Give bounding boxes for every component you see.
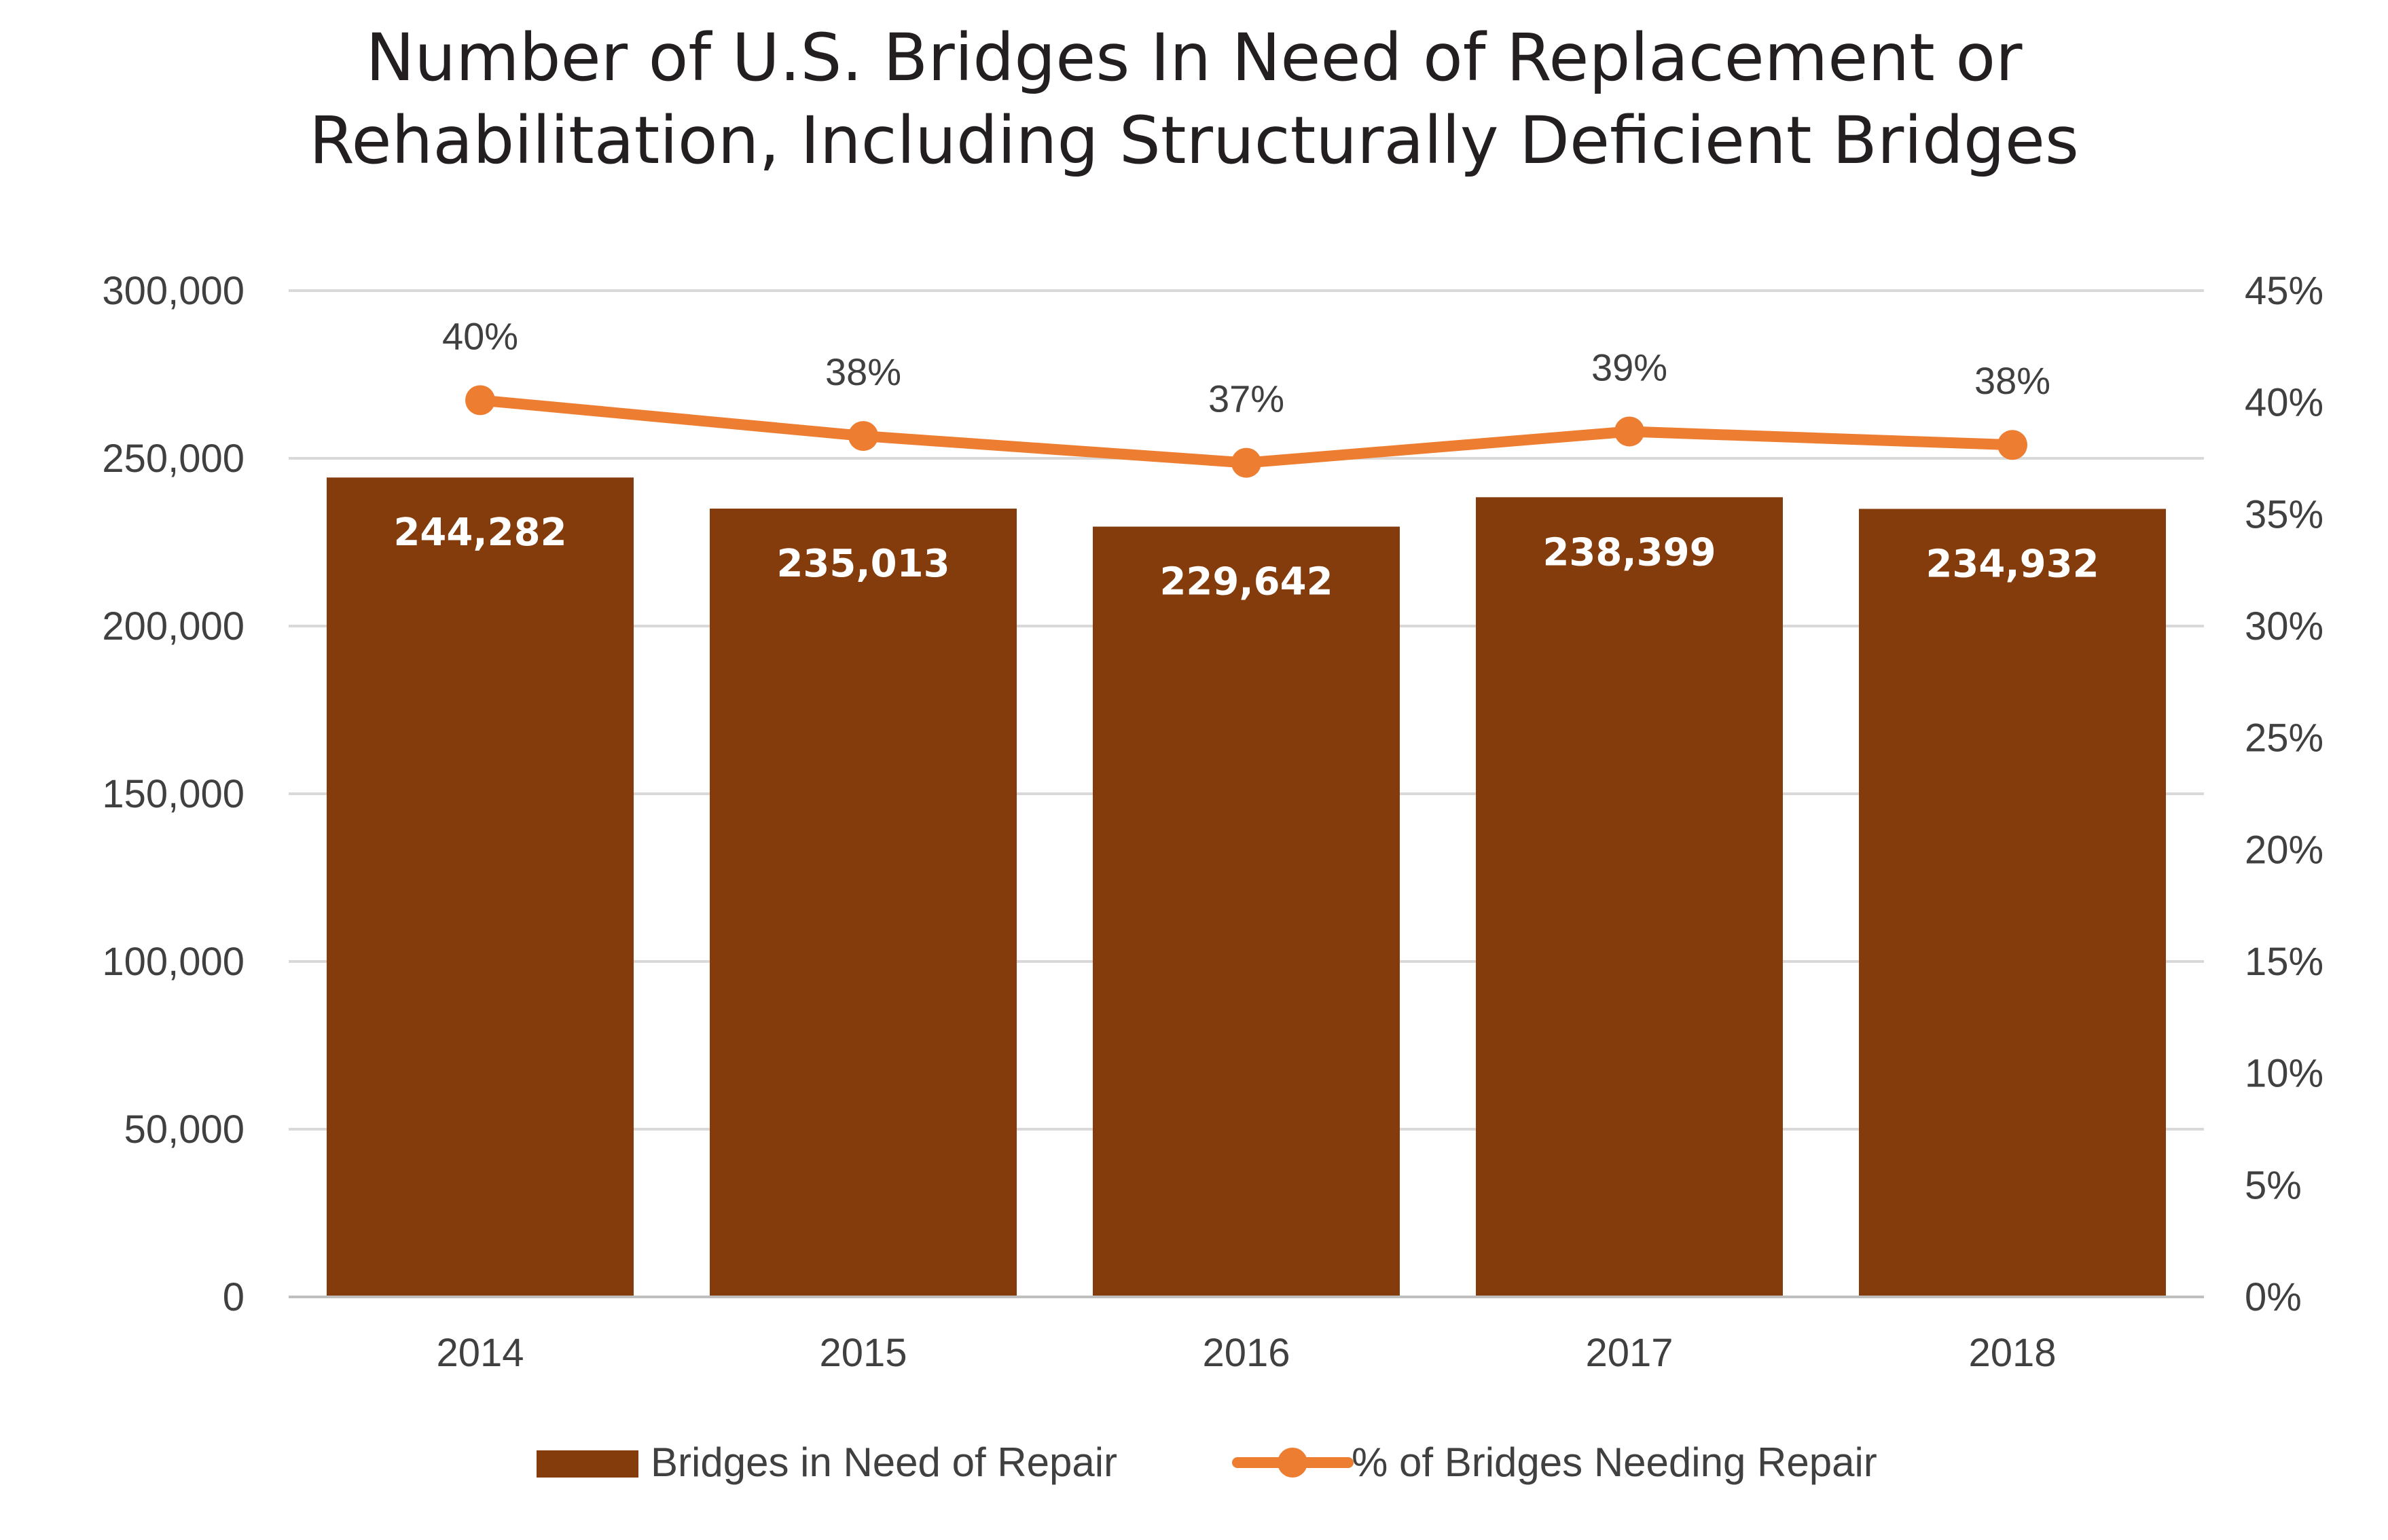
left-axis-tick-label: 100,000 bbox=[102, 940, 245, 984]
right-axis-tick-label: 35% bbox=[2245, 492, 2323, 536]
chart-title-line-2: Rehabilitation, Including Structurally D… bbox=[309, 103, 2079, 179]
bar-2018 bbox=[1859, 509, 2166, 1297]
percent-point-2015 bbox=[848, 421, 878, 452]
x-axis-tick-label: 2016 bbox=[1202, 1331, 1290, 1375]
x-axis: 2014 2015 2016 2017 2018 bbox=[289, 1296, 2204, 1375]
percent-label-2015: 38% bbox=[825, 350, 901, 393]
percent-point-2014 bbox=[465, 385, 495, 416]
bar-2014 bbox=[327, 477, 634, 1297]
left-axis-tick-label: 200,000 bbox=[102, 604, 245, 648]
chart-title: Number of U.S. Bridges In Need of Replac… bbox=[309, 20, 2079, 179]
right-axis-tick-label: 10% bbox=[2245, 1052, 2323, 1096]
x-axis-tick-label: 2018 bbox=[1968, 1331, 2056, 1375]
left-axis-tick-label: 50,000 bbox=[124, 1107, 245, 1152]
right-axis-tick-label: 40% bbox=[2245, 381, 2323, 425]
percent-label-2014: 40% bbox=[442, 314, 518, 357]
bar-value-label-2016: 229,642 bbox=[1159, 560, 1333, 604]
bar-2017 bbox=[1476, 497, 1783, 1297]
right-axis-tick-label: 25% bbox=[2245, 716, 2323, 760]
bar-value-label-2014: 244,282 bbox=[393, 511, 566, 555]
percent-label-2017: 39% bbox=[1591, 346, 1667, 388]
percent-point-2016 bbox=[1231, 447, 1261, 478]
bar-series: 244,282 235,013 229,642 238,399 234,932 bbox=[327, 477, 2166, 1297]
right-y-axis: 0% 5% 10% 15% 20% 25% 30% 35% 40% 45% bbox=[2245, 269, 2323, 1319]
right-axis-tick-label: 0% bbox=[2245, 1275, 2302, 1319]
bar-2015 bbox=[710, 509, 1017, 1297]
left-axis-tick-label: 250,000 bbox=[102, 437, 245, 481]
x-axis-tick-label: 2014 bbox=[436, 1331, 524, 1375]
legend: Bridges in Need of Repair % of Bridges Ne… bbox=[537, 1440, 1877, 1485]
right-axis-tick-label: 45% bbox=[2245, 269, 2323, 313]
left-y-axis: 0 50,000 100,000 150,000 200,000 250,000 300,0… bbox=[102, 269, 245, 1319]
percent-point-2018 bbox=[1997, 430, 2027, 460]
right-axis-tick-label: 20% bbox=[2245, 828, 2323, 872]
percent-label-2016: 37% bbox=[1208, 378, 1284, 420]
right-axis-tick-label: 30% bbox=[2245, 604, 2323, 648]
bar-value-label-2017: 238,399 bbox=[1542, 530, 1716, 574]
right-axis-tick-label: 15% bbox=[2245, 940, 2323, 984]
percent-point-2017 bbox=[1614, 416, 1644, 447]
x-axis-tick-label: 2015 bbox=[819, 1331, 907, 1375]
bar-value-label-2018: 234,932 bbox=[1925, 542, 2099, 586]
left-axis-tick-label: 300,000 bbox=[102, 269, 245, 313]
chart-title-line-1: Number of U.S. Bridges In Need of Replac… bbox=[365, 20, 2023, 96]
left-axis-tick-label: 0 bbox=[223, 1275, 245, 1319]
percent-label-2018: 38% bbox=[1974, 359, 2050, 402]
line-series: 40% 38% 37% 39% 38% bbox=[442, 314, 2050, 478]
left-axis-tick-label: 150,000 bbox=[102, 772, 245, 816]
legend-line-marker bbox=[1278, 1448, 1307, 1478]
bar-2016 bbox=[1093, 526, 1400, 1297]
bar-value-label-2015: 235,013 bbox=[776, 542, 949, 586]
right-axis-tick-label: 5% bbox=[2245, 1163, 2302, 1207]
legend-bar-swatch bbox=[537, 1450, 638, 1478]
legend-bar-label: Bridges in Need of Repair bbox=[651, 1440, 1117, 1485]
legend-line-label: % of Bridges Needing Repair bbox=[1352, 1440, 1877, 1485]
x-axis-tick-label: 2017 bbox=[1585, 1331, 1673, 1375]
